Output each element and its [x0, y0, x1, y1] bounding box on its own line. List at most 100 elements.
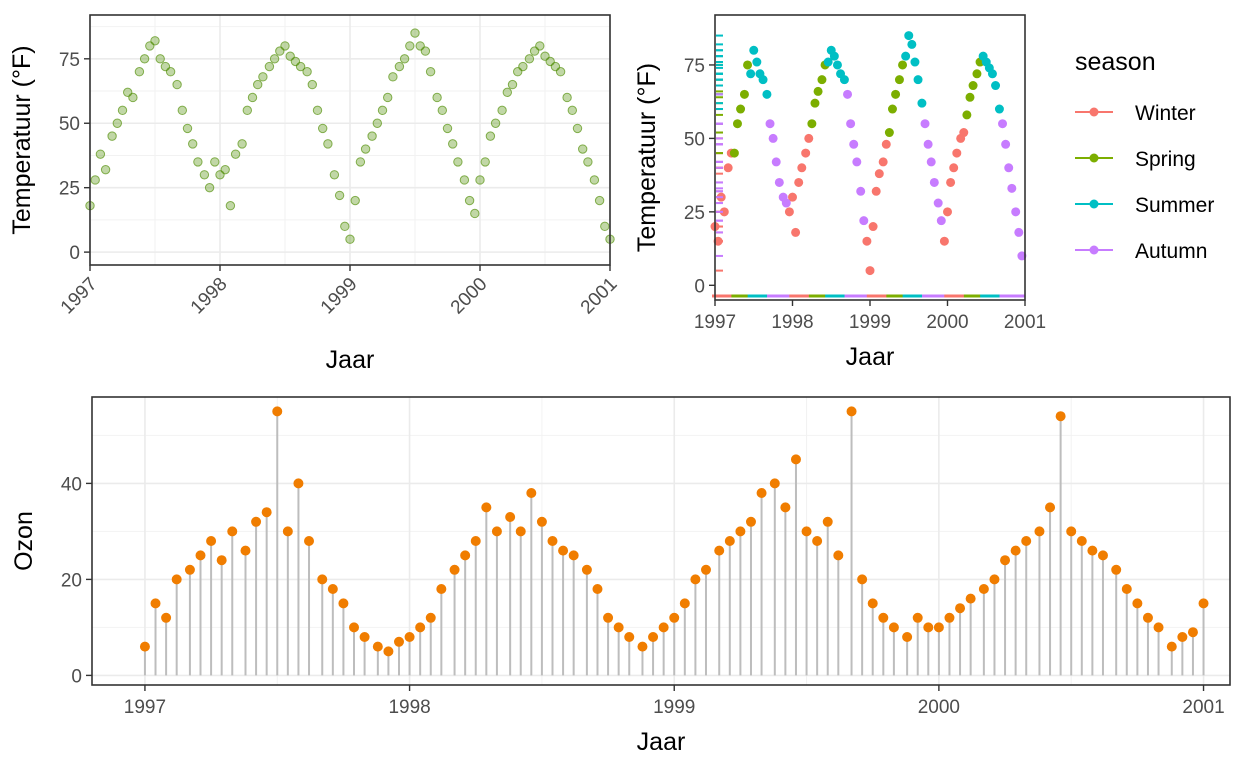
x-tick-label: 2001	[577, 274, 622, 319]
data-point	[804, 133, 814, 143]
data-point	[594, 195, 605, 206]
data-point	[470, 208, 480, 219]
data-point	[959, 128, 969, 138]
data-point	[637, 641, 648, 652]
data-point	[460, 550, 471, 561]
legend: season Winter Spring Summer Autumn	[1075, 48, 1214, 263]
data-point	[989, 574, 1000, 585]
data-point	[1177, 632, 1188, 642]
data-point	[383, 646, 394, 657]
data-point	[581, 564, 592, 575]
data-point	[913, 75, 923, 85]
data-point	[524, 54, 535, 64]
data-point	[1066, 526, 1077, 537]
data-point	[404, 632, 415, 642]
data-point	[943, 207, 952, 217]
legend-key-point	[1089, 153, 1099, 163]
x-tick-label: 2000	[447, 274, 492, 319]
data-point	[182, 123, 193, 134]
data-point	[515, 526, 526, 537]
data-point	[195, 550, 206, 561]
data-point	[1055, 411, 1066, 422]
data-point	[998, 119, 1008, 129]
y-tick-label: 75	[59, 50, 80, 71]
temperature-scatter-plot: 1997 1998 1999 2000 2001 0 25 50 75 Jaar Temperatu…	[8, 14, 622, 374]
data-point	[280, 41, 290, 51]
data-point	[1198, 598, 1209, 609]
data-point	[603, 612, 614, 623]
data-point	[90, 175, 100, 185]
data-point	[505, 512, 516, 522]
y-tick-label: 50	[684, 129, 705, 150]
data-point	[907, 39, 917, 49]
data-point	[1017, 251, 1027, 261]
data-point	[991, 81, 1001, 91]
data-point	[735, 526, 746, 537]
x-tick-label: 2001	[1182, 697, 1224, 718]
data-point	[669, 612, 680, 623]
data-point	[790, 454, 801, 465]
data-point	[929, 177, 939, 187]
data-point	[817, 75, 827, 85]
legend-entry-autumn: Autumn	[1075, 240, 1207, 263]
data-point	[1097, 550, 1108, 561]
data-point	[894, 75, 904, 85]
data-point	[856, 186, 866, 196]
data-point	[410, 28, 420, 38]
data-point	[555, 67, 566, 77]
data-point	[253, 79, 263, 90]
x-axis-title: Jaar	[846, 343, 895, 371]
data-point	[367, 131, 377, 141]
data-point	[355, 157, 366, 167]
data-point	[589, 175, 600, 185]
data-point	[464, 195, 475, 206]
data-point	[862, 236, 872, 246]
data-point	[349, 622, 360, 633]
data-point	[846, 119, 856, 129]
data-point	[888, 622, 899, 633]
data-point	[150, 598, 161, 609]
data-point	[507, 79, 518, 90]
data-point	[812, 536, 823, 546]
y-tick-label: 25	[59, 179, 80, 200]
data-point	[269, 54, 280, 64]
data-point	[165, 67, 176, 77]
data-point	[968, 81, 978, 91]
data-point	[112, 118, 123, 128]
data-point	[962, 110, 972, 120]
data-point	[910, 57, 920, 67]
legend-entry-spring: Spring	[1075, 148, 1196, 171]
data-point	[926, 157, 936, 167]
data-point	[536, 516, 547, 527]
data-point	[304, 536, 315, 546]
data-point	[150, 36, 160, 46]
data-point	[904, 31, 914, 41]
data-point	[199, 170, 210, 180]
data-point	[372, 641, 383, 652]
data-point	[100, 164, 111, 175]
x-tick-label: 1999	[849, 312, 891, 333]
data-point	[377, 105, 388, 116]
x-tick-label: 1997	[694, 312, 736, 333]
data-point	[340, 221, 350, 232]
data-point	[878, 157, 888, 167]
data-point	[613, 622, 624, 633]
data-point	[843, 89, 853, 99]
data-point	[839, 75, 849, 85]
data-point	[949, 163, 959, 173]
legend-entry-winter: Winter	[1075, 102, 1196, 125]
data-point	[242, 105, 253, 116]
data-point	[901, 51, 911, 61]
data-point	[282, 526, 293, 537]
data-point	[567, 105, 577, 116]
data-point	[526, 488, 537, 498]
y-tick-label: 0	[694, 276, 705, 297]
data-point	[1021, 536, 1032, 546]
data-point	[794, 177, 804, 187]
data-point	[261, 507, 272, 518]
data-point	[874, 169, 884, 179]
data-point	[878, 612, 889, 623]
data-point	[247, 92, 258, 103]
x-tick-label: 2000	[926, 312, 968, 333]
